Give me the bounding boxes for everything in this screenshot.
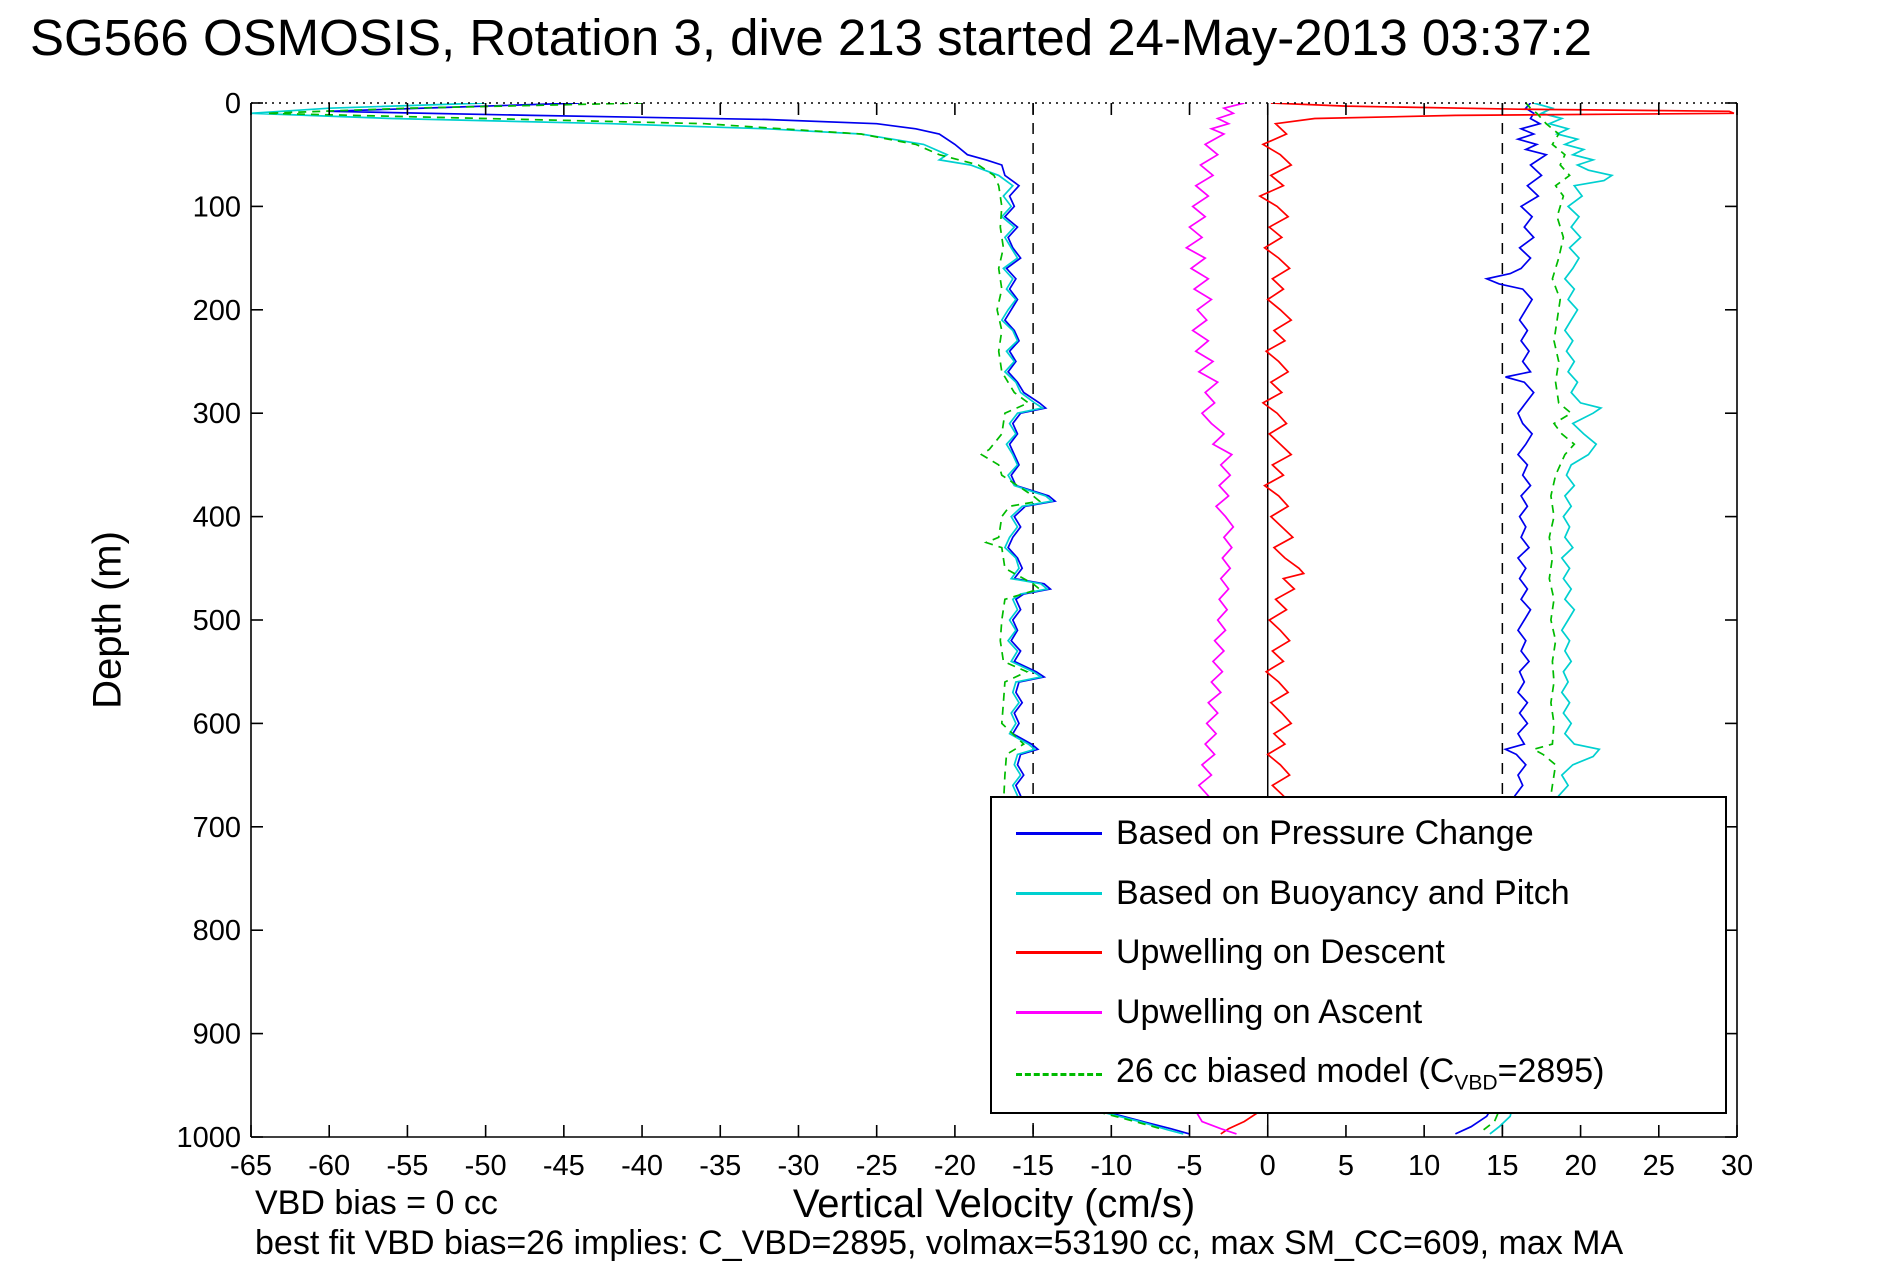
legend-entry-label: Upwelling on Ascent: [1116, 992, 1423, 1031]
legend-entry-label: Based on Pressure Change: [1116, 814, 1534, 853]
x-tick-label: -60: [308, 1150, 350, 1182]
legend-entry: Based on Pressure Change: [1016, 814, 1725, 853]
legend-line-sample: [1016, 891, 1102, 895]
vbd-bias-annotation: VBD bias = 0 cc: [255, 1184, 498, 1222]
x-axis-label: Vertical Velocity (cm/s): [792, 1182, 1196, 1226]
series-line-3-ascent: [1184, 103, 1245, 1135]
y-tick-label: 300: [193, 398, 241, 430]
x-tick-label: 0: [1260, 1150, 1276, 1182]
legend-entry-label: 26 cc biased model (CVBD=2895): [1116, 1052, 1605, 1095]
y-tick-label: 600: [193, 708, 241, 740]
best-fit-annotation: best fit VBD bias=26 implies: C_VBD=2895…: [255, 1224, 1624, 1262]
y-tick-label: 1000: [176, 1122, 241, 1154]
legend-entry: 26 cc biased model (CVBD=2895): [1016, 1052, 1725, 1095]
y-axis-label: Depth (m): [85, 531, 130, 709]
x-tick-label: 15: [1486, 1150, 1518, 1182]
legend-entry-label: Based on Buoyancy and Pitch: [1116, 873, 1570, 912]
x-tick-label: 5: [1338, 1150, 1354, 1182]
y-tick-label: 500: [193, 605, 241, 637]
x-tick-label: -45: [543, 1150, 585, 1182]
legend-line-sample: [1016, 951, 1102, 955]
x-tick-label: -65: [230, 1150, 272, 1182]
x-tick-label: -20: [934, 1150, 976, 1182]
x-tick-label: 10: [1408, 1150, 1440, 1182]
series-line-0-ascent: [1455, 103, 1549, 1135]
x-tick-label: -35: [699, 1150, 741, 1182]
legend-line-sample: [1016, 1010, 1102, 1014]
y-tick-label: 200: [193, 295, 241, 327]
x-tick-label: -25: [856, 1150, 898, 1182]
x-tick-label: -30: [778, 1150, 820, 1182]
legend-entry: Upwelling on Ascent: [1016, 993, 1725, 1032]
x-tick-label: 20: [1564, 1150, 1596, 1182]
y-tick-label: 400: [193, 502, 241, 534]
x-tick-label: -50: [465, 1150, 507, 1182]
x-tick-label: -40: [621, 1150, 663, 1182]
x-tick-label: -55: [386, 1150, 428, 1182]
series-line-2-descent: [1220, 103, 1735, 1135]
y-tick-label: 800: [193, 915, 241, 947]
legend-line-sample: [1016, 832, 1102, 836]
x-tick-label: -15: [1012, 1150, 1054, 1182]
legend-entry-label: Upwelling on Descent: [1116, 933, 1445, 972]
x-tick-label: 30: [1721, 1150, 1753, 1182]
y-tick-label: 900: [193, 1019, 241, 1051]
y-tick-label: 700: [193, 812, 241, 844]
figure-title: SG566 OSMOSIS, Rotation 3, dive 213 star…: [30, 9, 1593, 66]
legend-entry: Based on Buoyancy and Pitch: [1016, 874, 1725, 913]
x-tick-label: 25: [1643, 1150, 1675, 1182]
y-tick-label: 100: [193, 191, 241, 223]
legend-line-sample: [1016, 1072, 1102, 1076]
series-line-1-ascent: [1489, 103, 1615, 1135]
legend: Based on Pressure Change Based on Buoyanc…: [990, 796, 1727, 1114]
x-tick-label: -10: [1090, 1150, 1132, 1182]
legend-entry: Upwelling on Descent: [1016, 933, 1725, 972]
y-tick-label: 0: [225, 88, 241, 120]
x-tick-label: -5: [1177, 1150, 1203, 1182]
